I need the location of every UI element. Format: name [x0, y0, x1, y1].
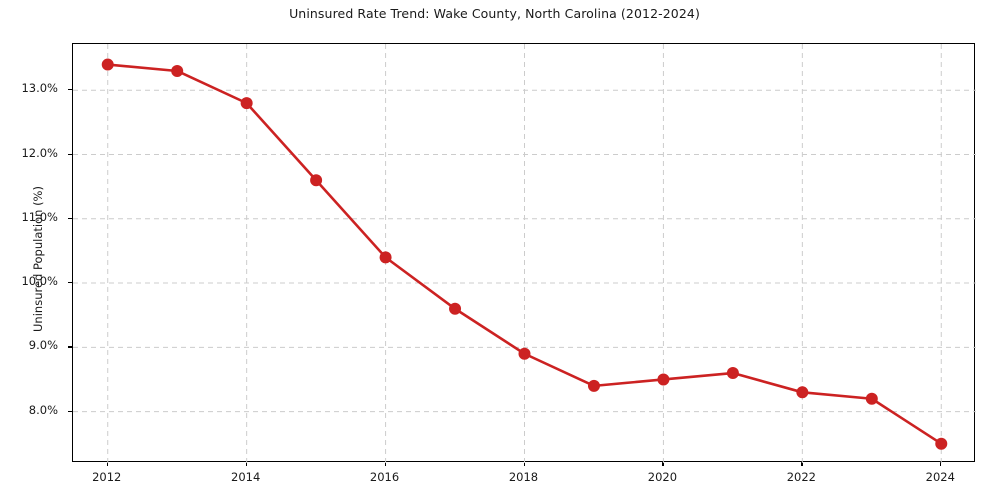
data-point-2020	[657, 373, 670, 386]
y-tick-mark	[68, 282, 72, 284]
x-tick-label: 2014	[231, 470, 261, 484]
grid-lines	[73, 44, 976, 463]
chart-title: Uninsured Rate Trend: Wake County, North…	[289, 6, 700, 21]
y-tick-mark	[68, 217, 72, 219]
x-tick-mark	[245, 462, 247, 466]
x-tick-label: 2012	[92, 470, 122, 484]
plot-area	[72, 43, 976, 463]
data-point-markers	[101, 58, 948, 450]
x-tick-label: 2016	[369, 470, 400, 484]
data-point-2017	[449, 302, 462, 315]
x-tick-mark	[106, 462, 108, 466]
x-tick-label: 2022	[786, 470, 816, 484]
data-point-2023	[865, 392, 878, 405]
y-tick-mark	[68, 89, 72, 91]
x-tick-mark	[940, 462, 942, 466]
y-tick-mark	[68, 153, 72, 155]
y-tick-label: 8.0%	[28, 402, 58, 417]
y-tick-label: 13.0%	[21, 81, 58, 96]
y-tick-mark	[68, 410, 72, 412]
data-point-2021	[726, 367, 739, 380]
x-tick-mark	[384, 462, 386, 466]
data-point-2016	[379, 251, 392, 264]
y-tick-label: 9.0%	[28, 338, 58, 353]
data-point-2024	[935, 437, 948, 450]
y-tick-label: 11.0%	[21, 209, 58, 224]
x-tick-mark	[801, 462, 803, 466]
data-point-2012	[101, 58, 114, 71]
data-point-2015	[310, 174, 323, 187]
x-tick-mark	[662, 462, 664, 466]
x-tick-label: 2018	[508, 470, 539, 484]
x-tick-label: 2024	[925, 470, 955, 484]
data-point-2013	[171, 64, 184, 77]
x-tick-label: 2020	[647, 470, 678, 484]
y-tick-label: 10.0%	[21, 274, 58, 289]
data-point-2022	[796, 386, 809, 399]
y-tick-label: 12.0%	[21, 145, 58, 160]
y-tick-mark	[68, 346, 72, 348]
x-tick-mark	[523, 462, 525, 466]
data-point-2018	[518, 347, 531, 360]
data-point-2014	[240, 97, 253, 110]
data-point-2019	[587, 379, 600, 392]
plot-svg	[73, 44, 976, 463]
